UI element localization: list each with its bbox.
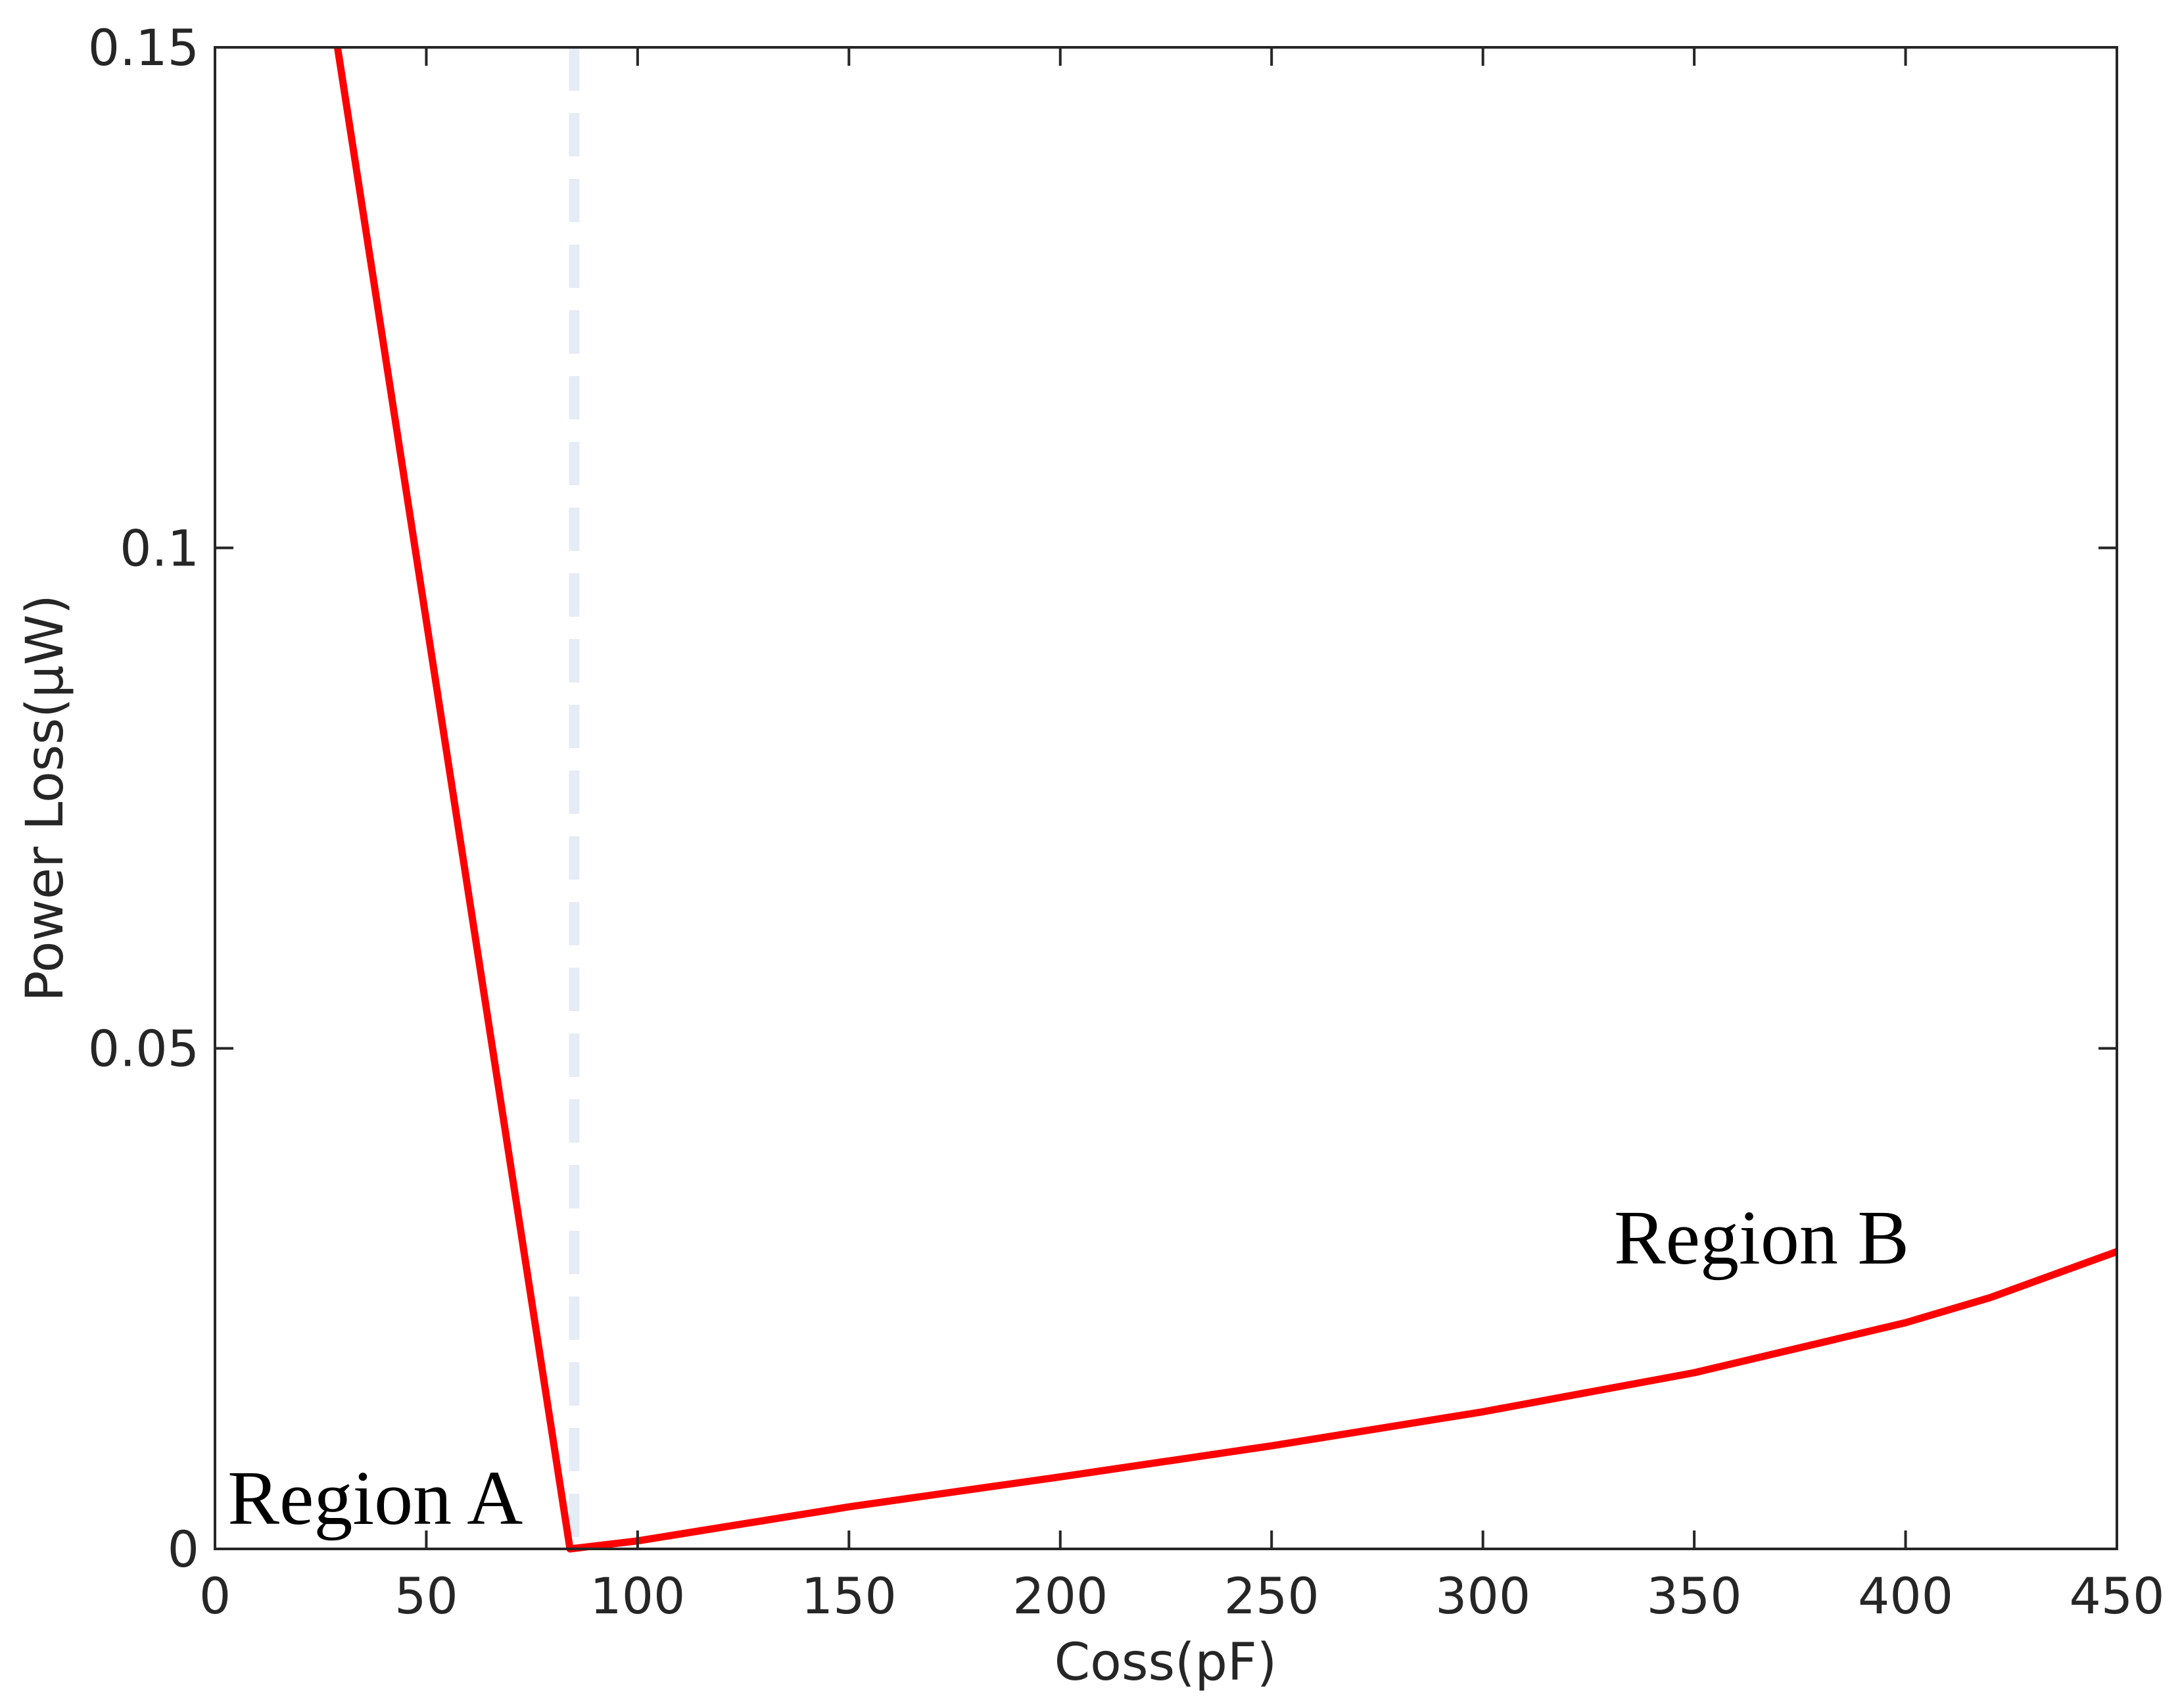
power-loss-line [333, 47, 2118, 1553]
x-tick-label: 150 [801, 1567, 897, 1625]
x-tick-label: 400 [1858, 1567, 1953, 1625]
annotation-region-b: Region B [1614, 1195, 1909, 1281]
x-tick-label: 450 [2069, 1567, 2164, 1625]
x-tick-label: 300 [1435, 1567, 1530, 1625]
x-axis-label: Coss(pF) [1054, 1633, 1277, 1692]
x-tick-label: 0 [199, 1567, 231, 1625]
x-tick-label: 350 [1647, 1567, 1742, 1625]
y-tick-label: 0.1 [120, 519, 199, 577]
axes-box [214, 46, 2118, 1550]
plot-area [215, 47, 2117, 1549]
x-tick-label: 100 [590, 1567, 685, 1625]
y-tick-label: 0 [168, 1520, 199, 1578]
y-axis-label: Power Loss(μW) [16, 594, 75, 1001]
x-tick-label: 200 [1012, 1567, 1108, 1625]
annotation-region-a: Region A [227, 1455, 523, 1541]
x-tick-label: 250 [1224, 1567, 1319, 1625]
y-tick-label: 0.05 [88, 1020, 199, 1078]
y-tick-label: 0.15 [88, 18, 199, 77]
x-tick-label: 50 [394, 1567, 458, 1625]
